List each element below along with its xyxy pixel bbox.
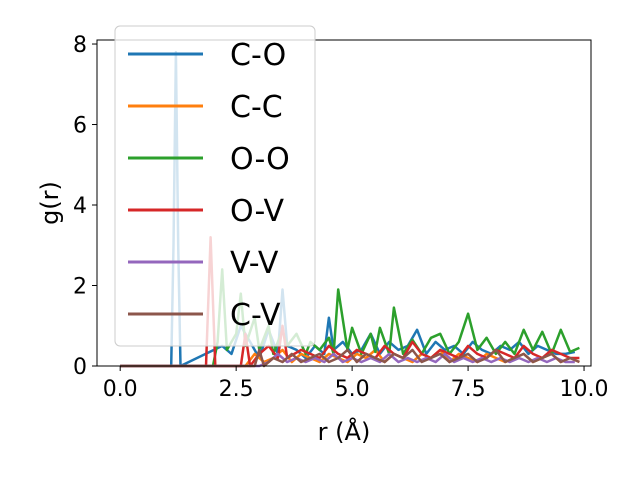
series-line-c-v [120, 348, 580, 368]
plot-frame [96, 39, 592, 367]
legend-label: O-O [230, 142, 290, 177]
legend-label: O-V [230, 194, 285, 229]
y-tick-label: 2 [73, 275, 87, 300]
legend-label: C-C [230, 90, 283, 125]
legend-label: C-O [230, 38, 286, 73]
y-tick-label: 0 [73, 355, 87, 380]
x-axis-label: r (Å) [318, 417, 371, 446]
x-tick-label: 10.0 [560, 377, 609, 402]
x-tick-label: 2.5 [219, 377, 254, 402]
y-axis: 0 2 4 6 8 [73, 33, 97, 380]
y-tick-label: 6 [73, 114, 87, 139]
legend: C-O C-C O-O O-V V-V C-V [114, 25, 316, 347]
x-tick-label: 5.0 [335, 377, 370, 402]
y-tick-label: 8 [73, 33, 87, 58]
legend-label: C-V [230, 298, 281, 333]
y-axis-label: g(r) [36, 181, 64, 225]
x-tick-label: 7.5 [451, 377, 486, 402]
legend-label: V-V [230, 246, 279, 281]
x-tick-label: 0.0 [103, 377, 138, 402]
x-axis: 0.0 2.5 5.0 7.5 10.0 [103, 366, 609, 402]
legend-box [114, 25, 316, 347]
y-tick-label: 4 [73, 194, 87, 219]
